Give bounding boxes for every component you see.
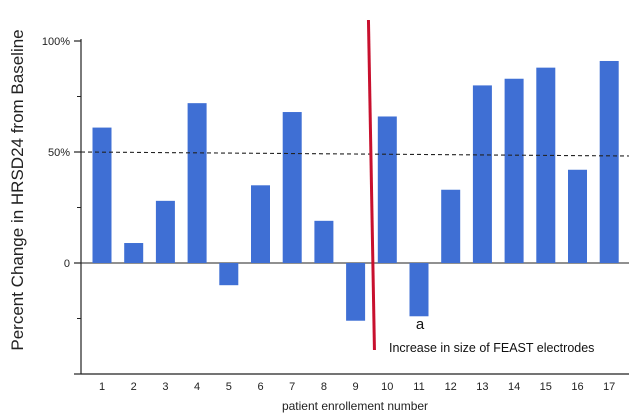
bar-patient-3 (155, 200, 175, 263)
x-tick-label: 13 (476, 381, 488, 393)
bar-patient-16 (568, 169, 587, 263)
x-tick-label: 2 (131, 381, 137, 393)
x-tick-label: 16 (571, 381, 583, 393)
bar-patient-2 (124, 243, 144, 263)
bar-patient-6 (251, 185, 270, 263)
x-tick-label: 1 (99, 381, 105, 393)
x-axis-title: patient enrollement number (282, 399, 428, 413)
x-tick-label: 14 (508, 381, 520, 393)
bar-patient-14 (504, 78, 524, 264)
y-tick-label: 100% (42, 36, 70, 48)
x-tick-label: 10 (381, 381, 393, 393)
reference-line-50 (80, 151, 630, 157)
x-tick-label: 4 (194, 381, 200, 393)
bar-patient-15 (536, 67, 556, 263)
x-tick-label: 6 (257, 381, 263, 393)
x-tick-label: 9 (353, 381, 359, 393)
bar-patient-1 (92, 127, 112, 263)
bar-patient-4 (187, 103, 207, 263)
x-tick-label: 3 (162, 381, 168, 393)
bar-patient-12 (441, 189, 461, 263)
bar-patient-13 (472, 85, 492, 264)
y-tick-label: 0 (64, 258, 70, 270)
annotation-a: a (416, 316, 425, 333)
bar-patient-10 (377, 116, 397, 263)
divider-line (366, 19, 376, 351)
bar-patient-5 (219, 263, 239, 286)
divider-annotation: Increase in size of FEAST electrodes (389, 341, 594, 355)
x-tick-label: 11 (413, 381, 424, 393)
bar-patient-11 (409, 263, 429, 317)
x-tick-label: 17 (603, 381, 615, 393)
bar-patient-9 (346, 263, 366, 321)
bar-patient-17 (599, 60, 619, 264)
x-tick-label: 8 (321, 381, 327, 393)
y-tick-label: 50% (48, 147, 70, 159)
x-tick-label: 12 (445, 381, 457, 393)
y-axis-title: Percent Change in HRSD24 from Baseline (8, 29, 27, 350)
x-tick-label: 5 (226, 381, 232, 393)
bar-patient-7 (282, 112, 302, 263)
x-tick-label: 15 (540, 381, 552, 393)
x-tick-label: 7 (289, 381, 295, 393)
plot-area: 100%50%01 2 3 4 5 6 7 8 9 10 11 12 13 14 15 16 17 (42, 19, 630, 393)
bar-patient-8 (314, 220, 334, 263)
